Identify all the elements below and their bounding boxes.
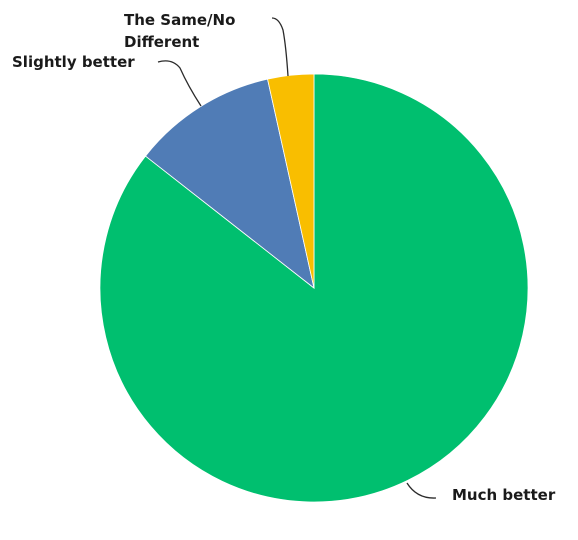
pie-slices [99,73,529,503]
leader-line-the-same-no-different [271,17,289,77]
pie-labels: Much better Slightly better The Same/No Dif… [12,11,556,504]
leader-line-much-better [406,482,437,499]
pie-slice-slightly-better [144,78,315,290]
slice-label-the-same-no-different: The Same/No Different [124,11,235,51]
pie-leader-lines [157,17,437,499]
slice-label-slightly-better: Slightly better [12,53,135,71]
leader-line-slightly-better [157,60,202,107]
slice-label-much-better: Much better [452,486,556,504]
pie-slice-the-same-no-different [267,73,315,289]
